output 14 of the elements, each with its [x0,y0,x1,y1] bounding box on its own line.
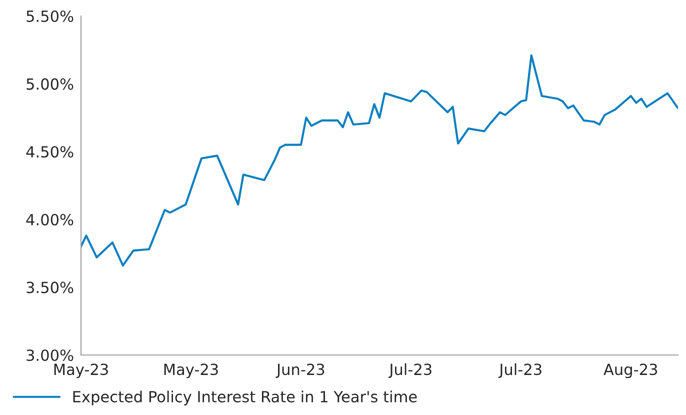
x-tick-label: May-23 [164,364,218,378]
x-tick-label: Jul-23 [388,363,432,378]
y-tick-label: 5.00% [26,78,74,90]
y-tick-label: 4.00% [26,214,74,226]
legend-label: Expected Policy Interest Rate in 1 Year's time [73,390,417,406]
x-tick-label: Jun-23 [276,364,324,378]
y-tick-label: 4.50% [26,146,74,158]
x-tick-label: Aug-23 [604,364,658,378]
y-tick-label: 5.50% [26,10,74,22]
y-tick-label: 3.50% [26,282,74,294]
y-tick-label: 3.00% [26,349,74,362]
line-series [81,54,678,267]
x-tick-label: May-23 [54,364,108,378]
x-tick-label: Jul-23 [498,363,542,378]
